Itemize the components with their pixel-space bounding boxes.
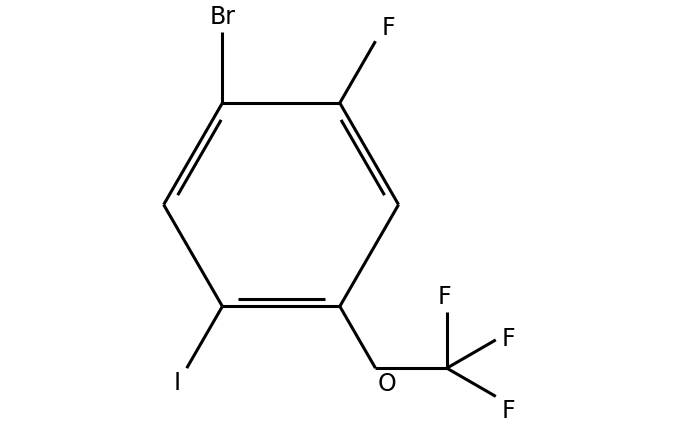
Text: O: O: [378, 371, 396, 395]
Text: I: I: [174, 370, 181, 394]
Text: Br: Br: [209, 5, 235, 29]
Text: F: F: [382, 15, 395, 40]
Text: F: F: [437, 285, 451, 308]
Text: F: F: [502, 398, 516, 422]
Text: F: F: [502, 326, 516, 350]
